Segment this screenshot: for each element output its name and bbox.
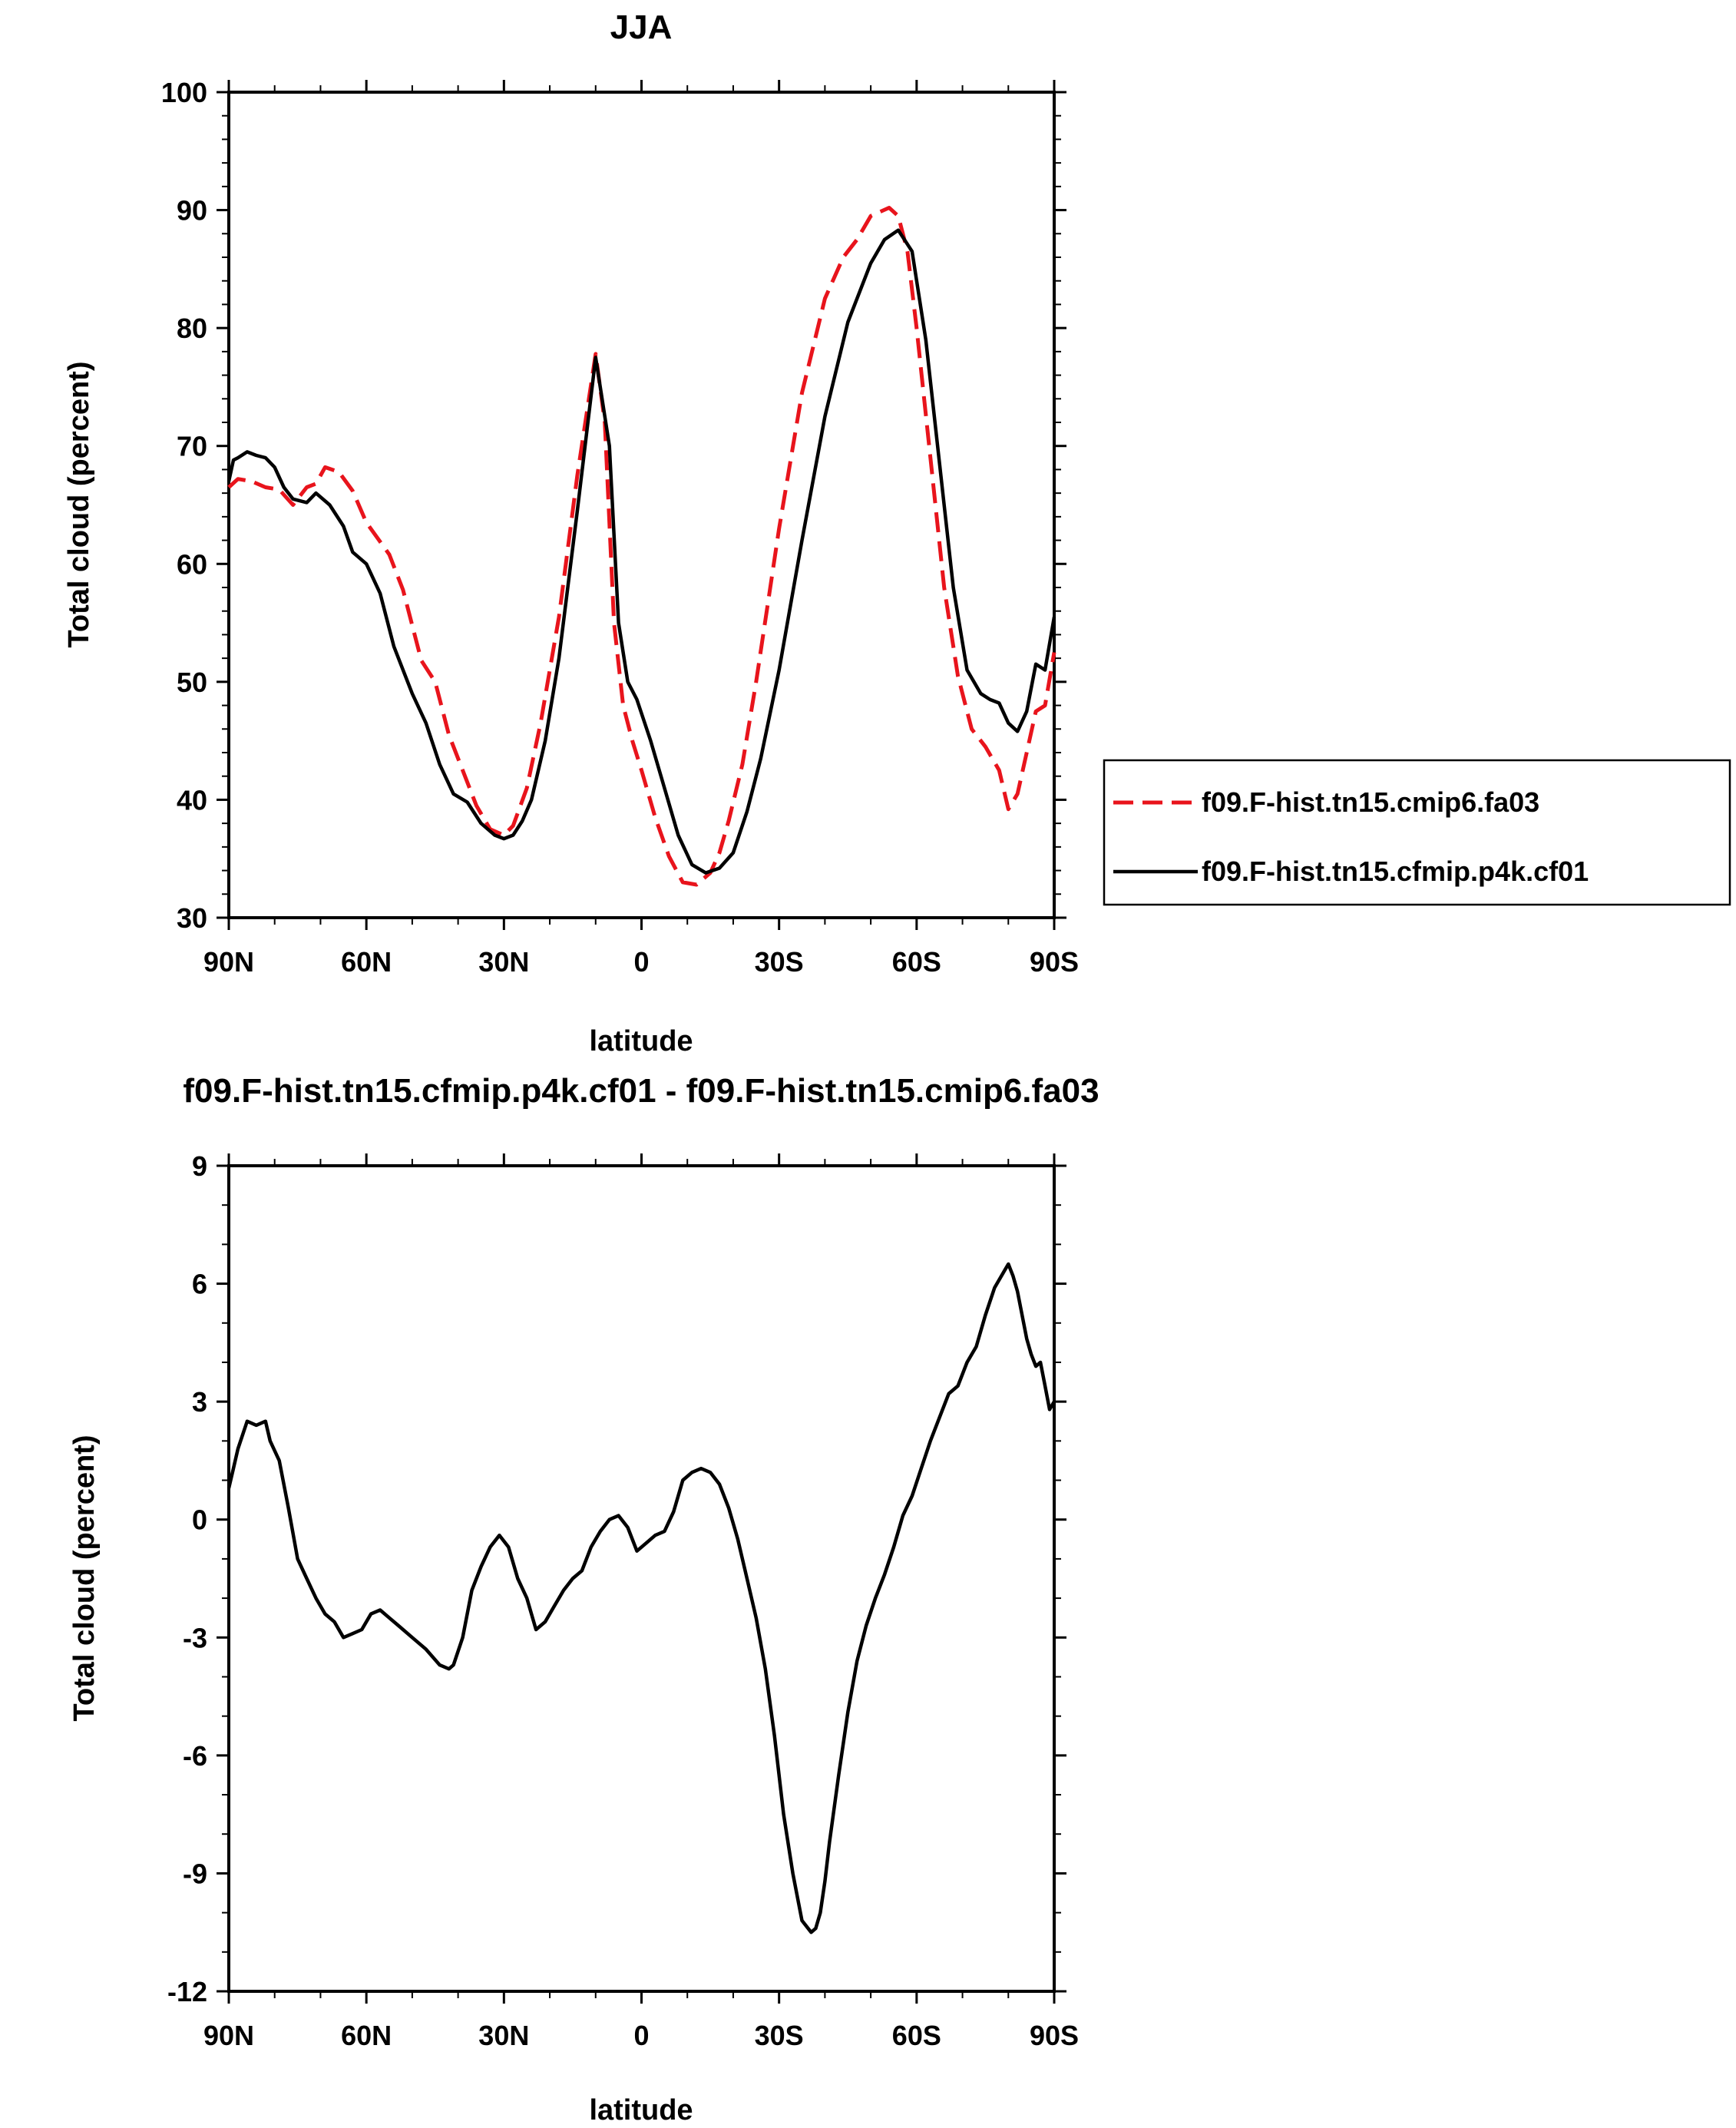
bottom-chart-title: f09.F-hist.tn15.cfmip.p4k.cf01 - f09.F-h… bbox=[183, 1072, 1099, 1110]
bottom-y-tick-label: -12 bbox=[167, 1976, 207, 2007]
series-line-control bbox=[227, 206, 1056, 887]
bottom-y-tick-label: 6 bbox=[192, 1269, 207, 1300]
top-y-tick-label: 80 bbox=[177, 313, 207, 344]
top-x-tick-label: 30N bbox=[478, 946, 529, 978]
top-chart: JJA 30 40 50 60 70 80 90 100 90N 60N 30N… bbox=[63, 8, 1731, 1057]
bottom-y-tick-label: -6 bbox=[183, 1740, 207, 1772]
top-axis-ticks bbox=[217, 80, 1066, 930]
bottom-y-axis-label: Total cloud (percent) bbox=[68, 1435, 101, 1722]
top-y-tick-label: 30 bbox=[177, 902, 207, 934]
top-y-tick-label: 40 bbox=[177, 784, 207, 816]
bottom-y-tick-label: 3 bbox=[192, 1386, 207, 1418]
legend-label-control: f09.F-hist.tn15.cmip6.fa03 bbox=[1202, 786, 1539, 818]
bottom-chart: f09.F-hist.tn15.cfmip.p4k.cf01 - f09.F-h… bbox=[68, 1072, 1099, 2126]
bottom-plot-frame bbox=[227, 1164, 1056, 1993]
top-y-tick-label: 70 bbox=[177, 431, 207, 462]
top-x-axis-label: latitude bbox=[589, 1025, 693, 1057]
legend-box bbox=[1103, 759, 1731, 906]
bottom-x-tick-label: 30N bbox=[478, 2020, 529, 2051]
bottom-x-tick-label: 90S bbox=[1030, 2020, 1079, 2051]
top-x-tick-label: 30S bbox=[755, 946, 804, 978]
bottom-x-tick-label: 60S bbox=[892, 2020, 941, 2051]
bottom-x-tick-label: 60N bbox=[341, 2020, 392, 2051]
bottom-x-tick-label: 30S bbox=[755, 2020, 804, 2051]
series-line-difference bbox=[227, 1262, 1056, 1934]
bottom-axis-ticks bbox=[217, 1153, 1066, 2004]
top-chart-title: JJA bbox=[610, 8, 673, 46]
bottom-y-tick-label: -9 bbox=[183, 1858, 207, 1889]
top-plot-frame bbox=[227, 91, 1056, 919]
top-y-tick-label: 100 bbox=[161, 77, 207, 108]
bottom-y-tick-label: 0 bbox=[192, 1504, 207, 1536]
top-x-tick-labels: 90N 60N 30N 0 30S 60S 90S bbox=[203, 946, 1079, 978]
bottom-x-axis-label: latitude bbox=[589, 2094, 693, 2126]
legend: f09.F-hist.tn15.cmip6.fa03 f09.F-hist.tn… bbox=[1103, 759, 1731, 906]
bottom-x-tick-label: 0 bbox=[633, 2020, 649, 2051]
bottom-y-tick-label: -3 bbox=[183, 1622, 207, 1653]
bottom-y-tick-label: 9 bbox=[192, 1150, 207, 1182]
legend-label-experiment: f09.F-hist.tn15.cfmip.p4k.cf01 bbox=[1202, 856, 1589, 887]
top-x-tick-label: 90N bbox=[203, 946, 254, 978]
top-y-tick-label: 60 bbox=[177, 548, 207, 580]
top-y-tick-label: 50 bbox=[177, 667, 207, 698]
top-x-tick-label: 0 bbox=[633, 946, 649, 978]
series-line-experiment bbox=[227, 228, 1056, 875]
top-x-tick-label: 60S bbox=[892, 946, 941, 978]
bottom-x-tick-label: 90N bbox=[203, 2020, 254, 2051]
top-y-tick-labels: 30 40 50 60 70 80 90 100 bbox=[161, 77, 207, 934]
top-x-tick-label: 60N bbox=[341, 946, 392, 978]
top-x-tick-label: 90S bbox=[1030, 946, 1079, 978]
top-y-axis-label: Total cloud (percent) bbox=[63, 362, 95, 648]
top-y-tick-label: 90 bbox=[177, 195, 207, 227]
bottom-x-tick-labels: 90N 60N 30N 0 30S 60S 90S bbox=[203, 2020, 1079, 2051]
bottom-y-tick-labels: -12 -9 -6 -3 0 3 6 9 bbox=[167, 1150, 207, 2007]
